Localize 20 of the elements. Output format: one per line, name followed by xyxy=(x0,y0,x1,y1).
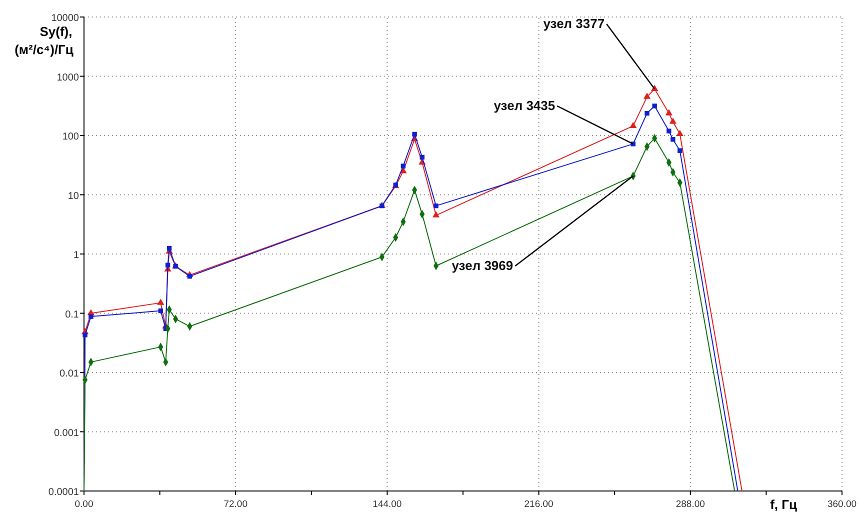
x-axis-title: f, Гц xyxy=(770,497,797,512)
x-tick-label: 144.00 xyxy=(372,499,402,510)
y-tick-label: 0.01 xyxy=(60,368,80,380)
y-axis-title: Sy(f), (м²/с⁴)/Гц xyxy=(14,24,74,57)
y-tick-label: 1000 xyxy=(56,72,80,84)
x-tick-label: 72.00 xyxy=(224,499,248,510)
x-tick-label: 0.00 xyxy=(74,499,94,510)
text: узел 3435 xyxy=(494,98,556,113)
y-tick-label: 100 xyxy=(62,132,80,142)
series-label: узел 3969 xyxy=(452,258,514,274)
y-tick-label: 0.001 xyxy=(54,428,80,439)
y-tick-label: 10000 xyxy=(51,13,80,24)
y-tick-label: 1 xyxy=(73,250,80,261)
y-tick-label: 10 xyxy=(68,190,80,202)
y-tick-label: 0.0001 xyxy=(48,487,80,498)
text: узел 3377 xyxy=(543,16,605,31)
y-tick-label: 0.1 xyxy=(65,309,80,320)
x-tick-label: 288.00 xyxy=(676,499,705,510)
x-tick-label: 360.00 xyxy=(827,499,857,510)
x-tick-label: 216.00 xyxy=(524,499,554,510)
